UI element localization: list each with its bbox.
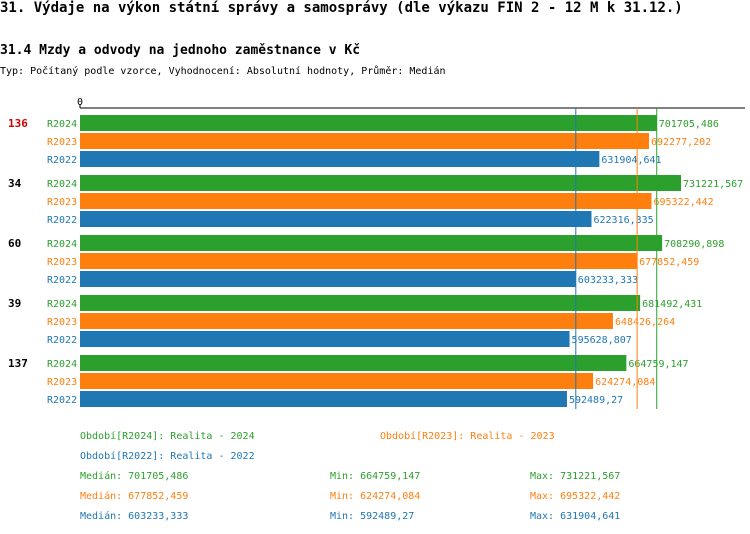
value-label-39-r2023: 648426,264 [615,317,675,328]
value-label-137-r2023: 624274,084 [595,377,655,388]
series-label-137-r2022: R2022 [47,395,77,406]
series-label-60-r2023: R2023 [47,257,77,268]
value-label-136-r2023: 692277,202 [651,137,711,148]
bar-137-r2024 [80,355,627,371]
stat-min-r2024: Min: 664759,147 [330,471,421,482]
series-label-137-r2023: R2023 [47,377,77,388]
series-label-137-r2024: R2024 [47,359,77,370]
series-label-34-r2022: R2022 [47,215,77,226]
legend-r2024: Období[R2024]: Realita - 2024 [80,431,255,442]
series-label-136-r2022: R2022 [47,155,77,166]
series-label-34-r2024: R2024 [47,179,77,190]
value-label-60-r2023: 677852,459 [639,257,699,268]
value-label-34-r2023: 695322,442 [653,197,713,208]
page-title: 31. Výdaje na výkon státní správy a samo… [0,0,683,16]
bar-137-r2023 [80,373,594,389]
stat-min-r2022: Min: 592489,27 [330,511,415,522]
group-label-136: 136 [8,117,28,130]
value-label-137-r2024: 664759,147 [628,359,688,370]
chart-subtitle: 31.4 Mzdy a odvody na jednoho zaměstnanc… [0,43,361,58]
series-label-39-r2022: R2022 [47,335,77,346]
legend-r2023: Období[R2023]: Realita - 2023 [380,431,555,442]
legend-r2022: Období[R2022]: Realita - 2022 [80,451,255,462]
series-label-34-r2023: R2023 [47,197,77,208]
series-label-60-r2024: R2024 [47,239,77,250]
group-label-34: 34 [8,177,22,190]
value-label-60-r2022: 603233,333 [578,275,638,286]
axis-zero-label: 0 [77,97,83,108]
stat-max-r2022: Max: 631904,641 [530,511,621,522]
bar-39-r2024 [80,295,641,311]
stat-max-r2023: Max: 695322,442 [530,491,621,502]
stat-min-r2023: Min: 624274,084 [330,491,421,502]
bar-136-r2023 [80,133,649,149]
value-label-34-r2024: 731221,567 [683,179,743,190]
value-label-136-r2022: 631904,641 [601,155,661,166]
series-label-60-r2022: R2022 [47,275,77,286]
value-label-34-r2022: 622316,335 [593,215,653,226]
bar-34-r2024 [80,175,681,191]
group-label-137: 137 [8,357,28,370]
bar-136-r2022 [80,151,600,167]
series-label-136-r2024: R2024 [47,119,77,130]
value-label-136-r2024: 701705,486 [659,119,719,130]
bar-34-r2023 [80,193,652,209]
stat-median-r2024: Medián: 701705,486 [80,471,189,482]
group-label-60: 60 [8,237,21,250]
series-label-39-r2024: R2024 [47,299,77,310]
value-label-39-r2024: 681492,431 [642,299,702,310]
bar-137-r2022 [80,391,567,407]
series-label-136-r2023: R2023 [47,137,77,148]
bar-60-r2024 [80,235,663,251]
stat-median-r2023: Medián: 677852,459 [80,491,189,502]
chart-meta: Typ: Počítaný podle vzorce, Vyhodnocení:… [0,66,446,77]
value-label-60-r2024: 708290,898 [664,239,724,250]
bar-136-r2024 [80,115,657,131]
stat-max-r2024: Max: 731221,567 [530,471,621,482]
bar-60-r2022 [80,271,576,287]
bar-60-r2023 [80,253,638,269]
value-label-39-r2022: 595628,807 [572,335,632,346]
series-label-39-r2023: R2023 [47,317,77,328]
bar-39-r2023 [80,313,613,329]
group-label-39: 39 [8,297,21,310]
stat-median-r2022: Medián: 603233,333 [80,511,189,522]
value-label-137-r2022: 592489,27 [569,395,623,406]
bar-39-r2022 [80,331,570,347]
bar-34-r2022 [80,211,592,227]
